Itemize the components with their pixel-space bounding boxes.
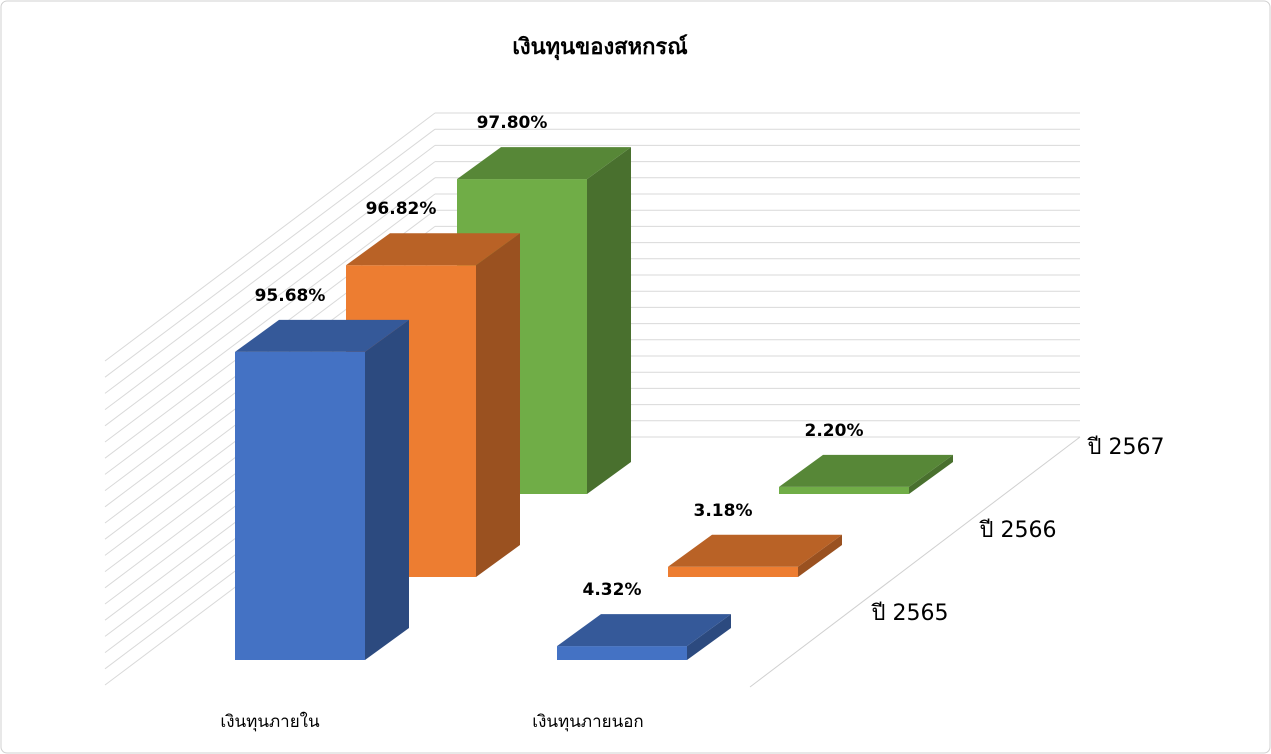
bar-front (557, 646, 687, 660)
wall-line (104, 145, 436, 394)
bar (668, 534, 842, 577)
bar-front (779, 486, 909, 494)
bar-top (779, 454, 953, 487)
data-label: 4.32% (583, 580, 642, 600)
wall-line (104, 193, 436, 443)
bar-side (476, 233, 520, 577)
bar (779, 454, 953, 494)
legend-item: ปี 2566 (979, 518, 1057, 543)
bar-front (235, 351, 365, 660)
data-label: 96.82% (366, 199, 437, 219)
bar-side (587, 147, 631, 495)
wall-line (104, 177, 436, 427)
legend-label: ปี 2567 (1087, 435, 1165, 460)
wall-line (104, 128, 436, 378)
bar-front (668, 566, 798, 577)
bar-top (235, 319, 409, 352)
bar-side (798, 534, 842, 577)
legend-label: ปี 2566 (979, 518, 1057, 543)
wall-line (104, 161, 436, 410)
data-label: 2.20% (805, 421, 864, 441)
x-tick-label: เงินทุนภายใน (220, 711, 320, 732)
bar-top (668, 534, 842, 567)
chart-title: เงินทุนของสหกรณ์ (512, 34, 687, 61)
bar-side (687, 614, 731, 660)
bar-side (365, 319, 409, 660)
legend-label: ปี 2565 (871, 601, 949, 626)
data-label: 97.80% (477, 113, 548, 133)
floor-edge (749, 436, 1081, 688)
bar (235, 319, 409, 660)
bar (557, 614, 731, 660)
legend-item: ปี 2567 (1087, 435, 1165, 460)
bar-top (557, 614, 731, 647)
data-label: 95.68% (255, 286, 326, 306)
data-label: 3.18% (694, 501, 753, 521)
x-tick-label: เงินทุนภายนอก (532, 712, 643, 732)
bar-top (346, 233, 520, 266)
bar-side (909, 454, 953, 494)
bar-top (457, 147, 631, 180)
wall-line (104, 112, 436, 362)
legend-item: ปี 2565 (871, 601, 949, 626)
